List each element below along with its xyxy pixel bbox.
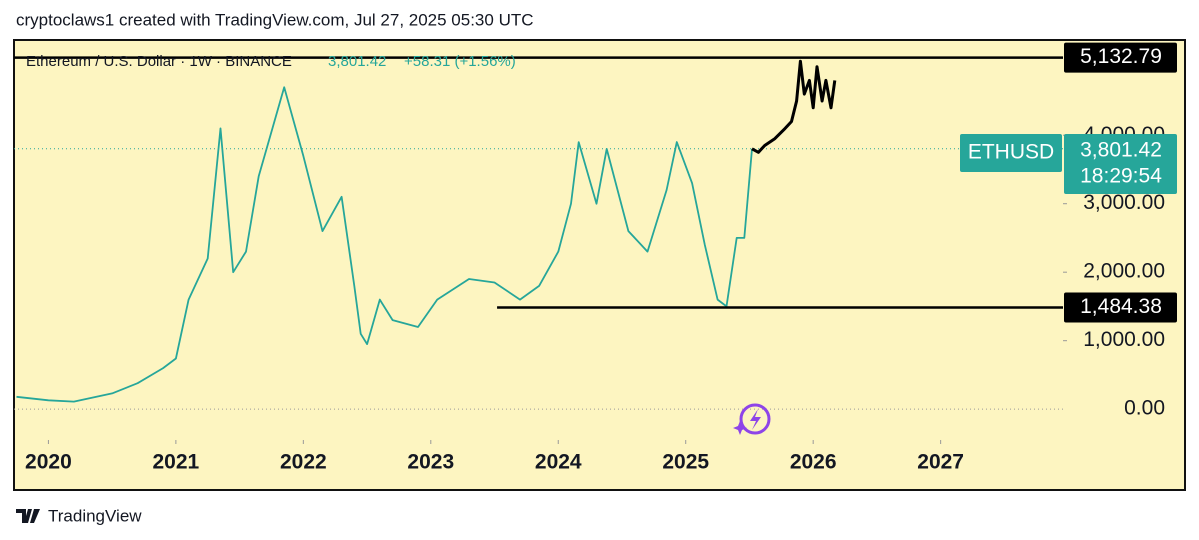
x-tick-label: 2026 bbox=[790, 451, 837, 474]
level-label: 1,484.38 bbox=[1080, 295, 1162, 318]
x-tick-label: 2020 bbox=[25, 451, 72, 474]
x-tick-label: 2027 bbox=[917, 451, 964, 474]
price-label: 3,801.42 bbox=[1080, 139, 1162, 162]
header-text: cryptoclaws1 created with TradingView.co… bbox=[16, 10, 534, 29]
chart-frame bbox=[13, 39, 1186, 491]
last-price: 3,801.42 bbox=[328, 53, 386, 70]
price-line bbox=[751, 59, 837, 154]
x-tick-label: 2021 bbox=[153, 451, 200, 474]
level-box bbox=[1064, 42, 1177, 73]
alert-icon bbox=[733, 403, 771, 435]
level-box bbox=[1064, 292, 1177, 323]
y-tick-label: 3,000.00 bbox=[1083, 191, 1165, 214]
price-change: +58.31 (+1.56%) bbox=[404, 53, 516, 70]
x-tick-label: 2025 bbox=[662, 451, 709, 474]
footer-brand: TradingView bbox=[48, 506, 142, 525]
y-tick-label: 1,000.00 bbox=[1083, 328, 1165, 351]
chart-title: Ethereum / U.S. Dollar · 1W · BINANCE bbox=[26, 53, 292, 70]
y-tick-label: 0.00 bbox=[1124, 397, 1165, 420]
countdown: 18:29:54 bbox=[1080, 165, 1162, 188]
level-label: 5,132.79 bbox=[1080, 45, 1162, 68]
symbol-label: ETHUSD bbox=[968, 141, 1054, 164]
x-tick-label: 2024 bbox=[535, 451, 582, 474]
price-box: ETHUSD 3,801.42 18:29:54 bbox=[960, 134, 1177, 194]
plot: 0.001,000.002,000.003,000.004,000.002020… bbox=[14, 42, 1177, 474]
price-line bbox=[16, 86, 753, 403]
chart-legend: Ethereum / U.S. Dollar · 1W · BINANCE 3,… bbox=[26, 53, 516, 70]
footer: TradingView bbox=[16, 506, 142, 525]
y-tick-label: 2,000.00 bbox=[1083, 260, 1165, 283]
x-tick-label: 2023 bbox=[407, 451, 454, 474]
x-tick-label: 2022 bbox=[280, 451, 327, 474]
